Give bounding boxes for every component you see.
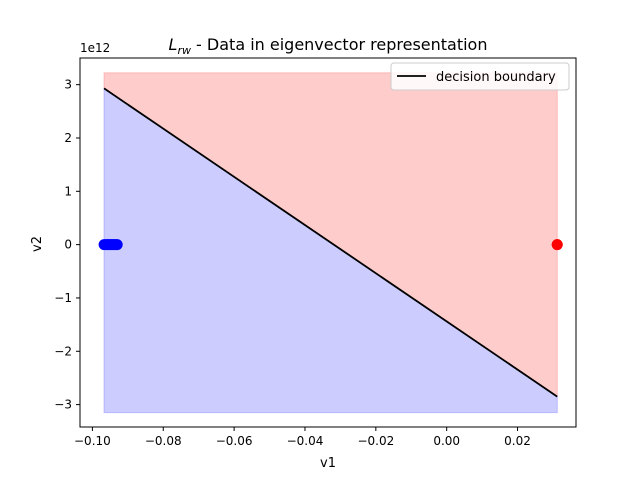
decision-regions: [103, 72, 558, 414]
y-axis-ticks: −3 −2 −1 0 1 2 3: [54, 78, 80, 412]
decision-boundary-layer: [103, 87, 558, 398]
region-below-boundary: [103, 87, 558, 414]
x-tick-label: −0.06: [216, 434, 253, 448]
title-rest: - Data in eigenvector representation: [191, 35, 488, 54]
title-subscript: rw: [177, 44, 191, 57]
legend-box: [390, 62, 570, 91]
y-tick-label: −2: [54, 344, 72, 358]
data-points-layer: [98, 239, 563, 251]
y-tick-label: 3: [64, 78, 72, 92]
x-tick-label: 0.02: [504, 434, 531, 448]
y-tick-label: 1: [64, 184, 72, 198]
x-axis-label: v1: [320, 456, 336, 471]
x-axis-ticks: −0.10 −0.08 −0.06 −0.04 −0.02 0.00 0.02: [74, 427, 531, 448]
data-point-series0-9: [111, 239, 123, 251]
chart-title: Lrw - Data in eigenvector representation: [169, 35, 488, 57]
y-axis-label: v2: [30, 236, 45, 252]
legend-label-decision-boundary: decision boundary: [436, 70, 556, 85]
y-tick-label: −3: [54, 398, 72, 412]
title-main: L: [169, 35, 178, 54]
x-tick-label: 0.00: [433, 434, 460, 448]
x-tick-label: −0.08: [145, 434, 182, 448]
decision-boundary-line: [103, 87, 558, 398]
x-tick-label: −0.10: [74, 434, 111, 448]
x-tick-label: −0.02: [357, 434, 394, 448]
axes-frame: [79, 57, 577, 428]
y-tick-label: 0: [64, 238, 72, 252]
legend: decision boundary: [390, 62, 570, 91]
y-tick-label: 2: [64, 131, 72, 145]
data-point-series1-1: [551, 239, 563, 251]
y-offset-label: 1e12: [80, 41, 110, 55]
y-tick-label: −1: [54, 291, 72, 305]
x-tick-label: −0.04: [287, 434, 324, 448]
